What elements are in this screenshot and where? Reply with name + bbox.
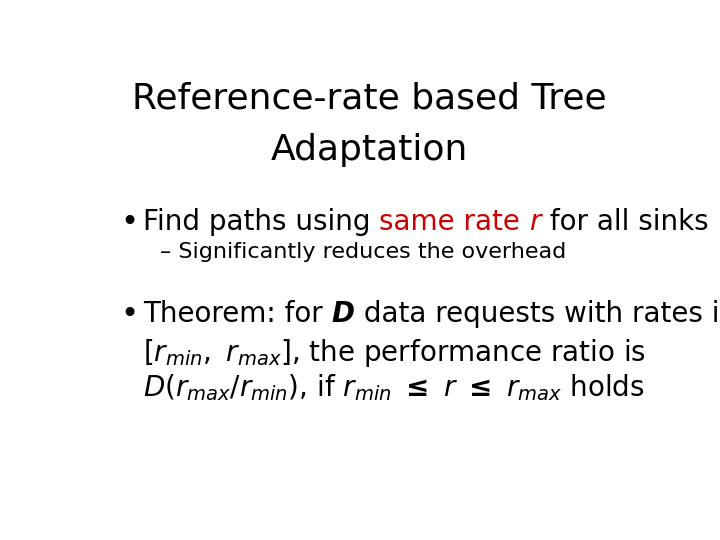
Text: data requests with rates in: data requests with rates in	[355, 300, 720, 328]
Text: r: r	[529, 208, 541, 237]
Text: – Significantly reduces the overhead: – Significantly reduces the overhead	[160, 241, 566, 261]
Text: •: •	[121, 300, 139, 329]
Text: Theorem: for: Theorem: for	[143, 300, 332, 328]
Text: same rate: same rate	[379, 208, 529, 237]
Text: $\mathbf{\mathit{D(r_{max}/r_{min})}}$, if $\mathbf{\mathit{r_{min}}}$ $\mathbf{: $\mathbf{\mathit{D(r_{max}/r_{min})}}$, …	[143, 373, 644, 403]
Text: D: D	[332, 300, 355, 328]
Text: •: •	[121, 208, 139, 237]
Text: $\mathbf{\mathit{[r_{min},\ r_{max}]}}$, the performance ratio is: $\mathbf{\mathit{[r_{min},\ r_{max}]}}$,…	[143, 337, 646, 369]
Text: Reference-rate based Tree: Reference-rate based Tree	[132, 82, 606, 116]
Text: Adaptation: Adaptation	[270, 133, 468, 167]
Text: Find paths using: Find paths using	[143, 208, 379, 237]
Text: for all sinks: for all sinks	[541, 208, 708, 237]
